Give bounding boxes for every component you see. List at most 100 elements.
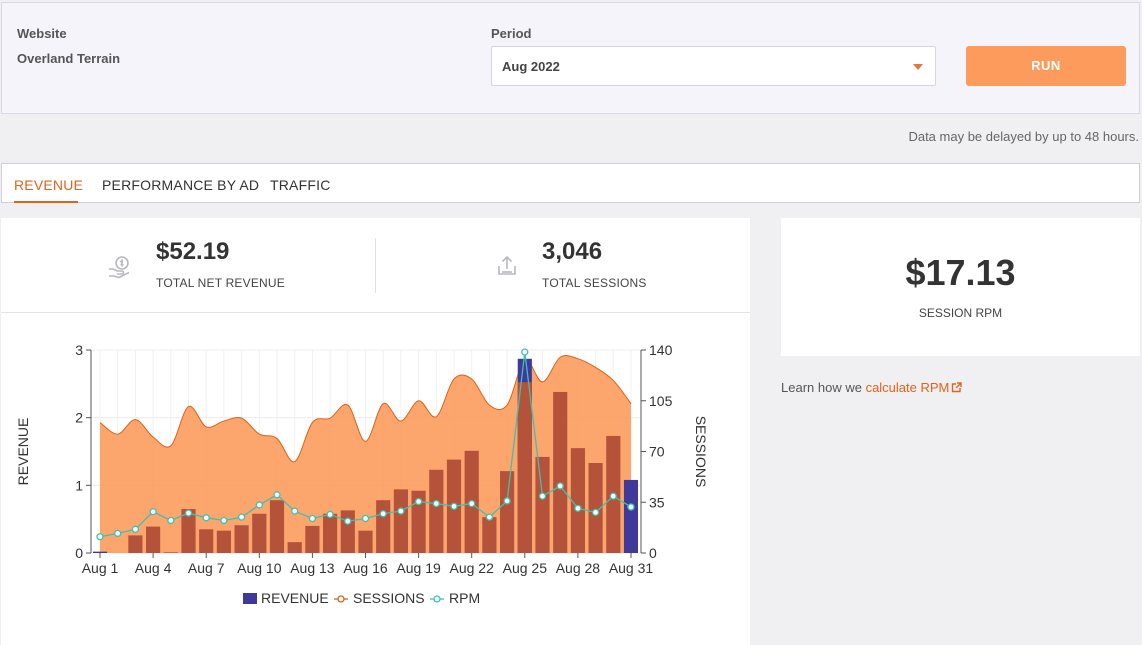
total-sessions-value: 3,046 (542, 238, 603, 265)
x-tick-label: Aug 19 (396, 560, 441, 576)
rpm-point (538, 492, 547, 500)
revenue-bar (535, 456, 550, 553)
x-tick-label: Aug 4 (135, 560, 172, 576)
rpm-point (344, 517, 352, 525)
total-net-revenue-value: $52.19 (156, 238, 230, 265)
rpm-point (379, 510, 387, 518)
tab-performance-by-ad[interactable]: PERFORMANCE BY AD (102, 177, 260, 193)
revenue-card: $52.19 TOTAL NET REVENUE 3,046 TOTAL SES… (1, 218, 750, 645)
left-axis-title: REVENUE (15, 418, 31, 486)
revenue-bar (146, 526, 161, 553)
left-tick-label: 0 (75, 545, 83, 561)
calculate-rpm-link[interactable]: calculate RPM (866, 380, 963, 395)
period-label: Period (491, 26, 532, 41)
rpm-point (184, 509, 193, 517)
run-button[interactable]: RUN (966, 46, 1126, 86)
x-tick-label: Aug 31 (609, 560, 654, 576)
x-tick-label: Aug 28 (556, 560, 601, 576)
session-rpm-card: $17.13 SESSION RPM (781, 218, 1140, 356)
learn-rpm-prefix: Learn how we (781, 380, 866, 395)
rpm-point (255, 501, 263, 509)
x-tick-label: Aug 13 (290, 560, 335, 576)
left-tick-label: 3 (75, 342, 83, 358)
rpm-point (326, 510, 334, 519)
rpm-point (468, 499, 476, 508)
rpm-point (291, 507, 299, 515)
revenue-bar (269, 500, 285, 553)
right-tick-label: 35 (649, 494, 665, 510)
total-net-revenue-label: TOTAL NET REVENUE (156, 276, 285, 290)
external-link-icon (952, 382, 963, 393)
filter-bar: Website Overland Terrain Period Aug 2022… (1, 2, 1140, 114)
rpm-point (308, 514, 317, 523)
stats-row: $52.19 TOTAL NET REVENUE 3,046 TOTAL SES… (1, 218, 750, 313)
x-tick-label: Aug 25 (503, 560, 548, 576)
rpm-point (521, 348, 529, 356)
rpm-point (361, 514, 370, 523)
revenue-bar (216, 530, 231, 553)
revenue-bar (181, 509, 196, 553)
rpm-point (167, 516, 175, 525)
revenue-hand-icon (107, 254, 133, 285)
rpm-point (220, 516, 228, 525)
rpm-point (503, 497, 511, 505)
revenue-bar (500, 471, 515, 553)
revenue-bar (287, 542, 302, 553)
revenue-bar (305, 525, 320, 553)
legend-rpm-marker (433, 595, 441, 603)
revenue-bar (252, 513, 267, 553)
rpm-point (96, 533, 104, 541)
revenue-chart-svg: 0 1 2 3 0 35 70 105 140 Aug 1 Aug 4 Aug 7 Aug 10 Aug … (15, 342, 709, 606)
website-label: Website (17, 26, 67, 41)
revenue-bar (358, 530, 373, 553)
revenue-bar (93, 551, 108, 553)
revenue-bar (163, 552, 178, 553)
website-value: Overland Terrain (17, 51, 121, 66)
rpm-point (609, 492, 617, 500)
right-tick-label: 140 (649, 342, 673, 358)
x-tick-label: Aug 7 (188, 560, 225, 576)
session-rpm-value: $17.13 (905, 252, 1016, 293)
legend-rpm-label: RPM (449, 590, 480, 606)
rpm-point (114, 529, 122, 538)
tab-traffic[interactable]: TRAFFIC (270, 177, 331, 193)
rpm-point (556, 482, 564, 490)
right-tick-label: 105 (649, 393, 673, 409)
active-tab-indicator (14, 201, 78, 203)
revenue-bar (199, 529, 214, 553)
x-tick-label: Aug 22 (450, 560, 495, 576)
right-axis-title: SESSIONS (693, 416, 709, 488)
caret-down-icon (913, 64, 923, 70)
upload-icon (495, 254, 519, 283)
period-select[interactable]: Aug 2022 (491, 46, 936, 86)
rpm-point (574, 504, 582, 512)
stats-divider (375, 238, 376, 293)
legend-revenue-swatch (243, 593, 257, 604)
revenue-bar (340, 510, 355, 553)
x-tick-label: Aug 1 (82, 560, 119, 576)
revenue-bar (376, 500, 391, 553)
revenue-bar (128, 535, 143, 553)
revenue-bar (411, 490, 426, 553)
rpm-point (432, 499, 440, 508)
revenue-bar (553, 391, 568, 553)
calculate-rpm-link-text: calculate RPM (865, 380, 950, 395)
session-rpm-label: SESSION RPM (918, 306, 1003, 320)
legend-revenue-label: REVENUE (261, 590, 329, 606)
revenue-bar (588, 463, 603, 553)
left-tick-label: 2 (75, 410, 83, 426)
rpm-point (450, 502, 458, 510)
revenue-bar (323, 513, 338, 553)
rpm-point (485, 513, 494, 521)
x-tick-label: Aug 16 (343, 560, 388, 576)
revenue-bar-overlay (517, 382, 532, 553)
revenue-bar (429, 469, 444, 553)
learn-rpm-text: Learn how we calculate RPM (781, 380, 963, 395)
tab-revenue[interactable]: REVENUE (14, 177, 84, 193)
rpm-point (414, 497, 423, 506)
rpm-point (149, 508, 157, 516)
revenue-bar (570, 448, 585, 553)
legend-sessions-marker (337, 595, 345, 603)
total-sessions-label: TOTAL SESSIONS (542, 276, 647, 290)
revenue-bar (623, 479, 638, 553)
